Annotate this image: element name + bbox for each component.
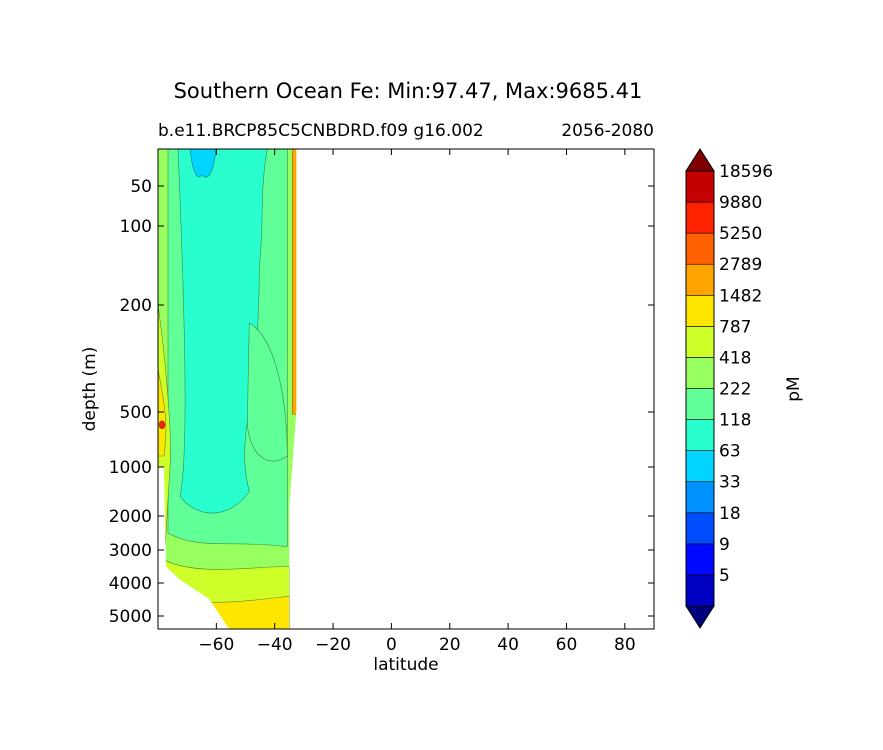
x-tick-label: 20 bbox=[439, 635, 461, 655]
contour-level-2789-edge bbox=[291, 149, 297, 415]
y-axis-label: depth (m) bbox=[80, 347, 100, 432]
colorbar-tick-label: 222 bbox=[719, 380, 751, 400]
colorbar-tick-label: 9 bbox=[719, 535, 730, 555]
colorbar-segment bbox=[685, 388, 715, 420]
colorbar-tick-label: 418 bbox=[719, 348, 751, 368]
y-tick-label: 1000 bbox=[109, 458, 152, 478]
colorbar-tick-label: 9880 bbox=[719, 193, 762, 213]
y-tick-label: 500 bbox=[120, 403, 152, 423]
contour-level-222 bbox=[177, 149, 268, 514]
y-tick-label: 4000 bbox=[109, 574, 152, 594]
colorbar-tick-label: 63 bbox=[719, 442, 741, 462]
contour-level-118 bbox=[189, 149, 217, 178]
colorbar-segment bbox=[685, 481, 715, 514]
colorbar-segment bbox=[685, 450, 715, 483]
colorbar-tick-label: 5250 bbox=[719, 224, 762, 244]
y-tick-label: 200 bbox=[120, 296, 152, 316]
colorbar-segment bbox=[685, 543, 715, 576]
colorbar-segment bbox=[685, 170, 715, 203]
colorbar-segment bbox=[685, 357, 715, 389]
chart-title: Southern Ocean Fe: Min:97.47, Max:9685.4… bbox=[174, 79, 643, 103]
colorbar-segment bbox=[685, 326, 715, 358]
colorbar-segment bbox=[685, 419, 715, 451]
y-tick-label: 5000 bbox=[109, 607, 152, 627]
colorbar-label: pM bbox=[784, 376, 804, 401]
x-tick-label: −40 bbox=[257, 635, 293, 655]
y-tick-label: 2000 bbox=[109, 507, 152, 527]
colorbar-segment bbox=[685, 294, 715, 327]
x-axis: −60 −40 −20 0 20 40 60 80 bbox=[198, 149, 636, 655]
colorbar-tick-label: 2789 bbox=[719, 255, 762, 275]
contour-level-9880-spot bbox=[158, 420, 166, 430]
contour-level-418-inner bbox=[246, 322, 288, 462]
x-tick-label: 40 bbox=[497, 635, 519, 655]
colorbar-segment bbox=[685, 232, 715, 265]
colorbar-tick-label: 118 bbox=[719, 411, 751, 431]
y-tick-label: 3000 bbox=[109, 541, 152, 561]
colorbar-segment bbox=[685, 512, 715, 545]
plot-area: −60 −40 −20 0 20 40 60 80 50 100 200 500 1000 2000 30… bbox=[109, 148, 655, 655]
colorbar-tick-label: 33 bbox=[719, 473, 741, 493]
colorbar-segment bbox=[685, 574, 715, 607]
colorbar: 5 9 18 33 63 118 222 418 787 1482 2789 5250 9880 1859… bbox=[685, 148, 773, 629]
colorbar-tick-label: 1482 bbox=[719, 286, 762, 306]
x-tick-label: −60 bbox=[198, 635, 234, 655]
x-tick-label: 60 bbox=[556, 635, 578, 655]
plot-frame bbox=[157, 148, 655, 630]
chart-subtitle-right: 2056-2080 bbox=[561, 121, 654, 141]
colorbar-tick-label: 18596 bbox=[719, 162, 773, 182]
colorbar-frame bbox=[685, 170, 715, 607]
x-tick-label: 0 bbox=[386, 635, 397, 655]
colorbar-tick-label: 5 bbox=[719, 566, 730, 586]
colorbar-tick-label: 18 bbox=[719, 504, 741, 524]
contour-level-2789-left bbox=[158, 369, 167, 457]
colorbar-extend-max bbox=[685, 148, 715, 172]
colorbar-segment bbox=[685, 201, 715, 234]
colorbar-tick-label: 787 bbox=[719, 317, 751, 337]
colorbar-segment bbox=[685, 263, 715, 296]
x-tick-label: −20 bbox=[315, 635, 351, 655]
y-axis: 50 100 200 500 1000 2000 3000 4000 5000 bbox=[109, 177, 654, 627]
colorbar-extend-min bbox=[685, 605, 715, 629]
contour-fill bbox=[158, 149, 297, 629]
chart-subtitle-left: b.e11.BRCP85C5CNBDRD.f09 g16.002 bbox=[158, 121, 484, 141]
x-axis-label: latitude bbox=[373, 655, 438, 675]
y-tick-label: 100 bbox=[120, 217, 152, 237]
y-tick-label: 50 bbox=[130, 177, 152, 197]
x-tick-label: 80 bbox=[614, 635, 636, 655]
